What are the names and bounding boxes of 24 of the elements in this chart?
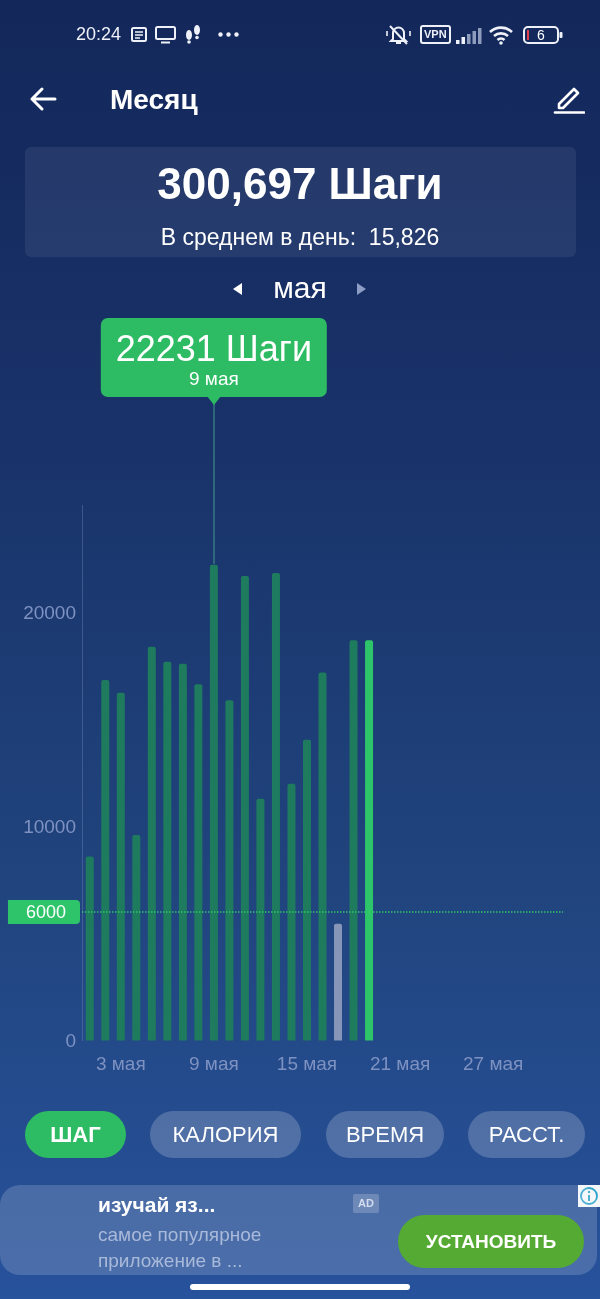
x-tick-label: 3 мая: [95, 1052, 146, 1074]
tab-button: ВРЕМЯ: [326, 1111, 444, 1158]
x-tick-label: 27 мая: [463, 1052, 524, 1074]
annotation: 22231 Шаги 9 мая: [115, 328, 313, 389]
y-tick-label: 20000: [23, 602, 76, 623]
text: самое популярное приложение в ...: [98, 1223, 263, 1273]
chart-title: 300,697 Шаги: [156, 158, 444, 210]
x-tick-label: 21 мая: [369, 1052, 431, 1074]
tab-button: ШАГ: [25, 1111, 126, 1158]
y-tick-label: 0: [65, 1030, 76, 1051]
x-tick-label: 9 мая: [189, 1052, 239, 1074]
label-badge: VPN: [420, 25, 451, 44]
tab-button: РАССТ.: [468, 1111, 585, 1158]
text: 20:24: [76, 24, 122, 46]
y-tick-label: 10000: [23, 816, 76, 837]
ref-line-label: 6000: [25, 902, 66, 923]
text: Месяц: [110, 83, 198, 117]
chart-subtitle: В среднем в день: 15,826: [159, 224, 441, 252]
tab-button: КАЛОРИЯ: [150, 1111, 301, 1158]
text: мая: [272, 270, 328, 306]
text: изучай яз...: [98, 1192, 216, 1218]
label-badge: AD: [353, 1194, 379, 1213]
install-button: УСТАНОВИТЬ: [398, 1215, 584, 1268]
x-tick-label: 15 мая: [276, 1052, 338, 1074]
